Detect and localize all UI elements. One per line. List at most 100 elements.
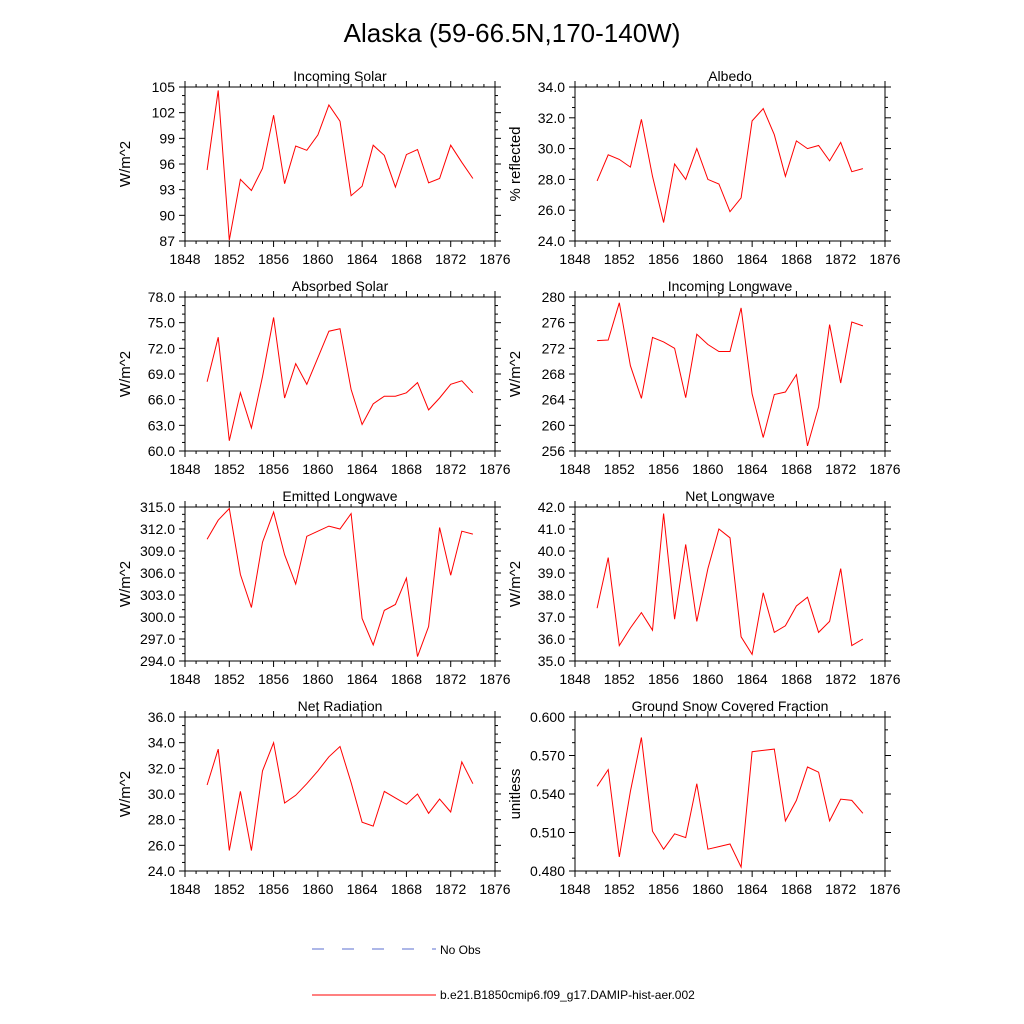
y-tick-label: 268: [542, 366, 566, 382]
y-tick-label: 306.0: [140, 565, 175, 581]
x-tick-label: 1864: [347, 251, 378, 267]
plot-frame: [184, 86, 496, 242]
y-tick-label: 24.0: [538, 233, 565, 249]
legend-obs-label: No Obs: [440, 943, 481, 957]
panel-title: Emitted Longwave: [282, 488, 397, 504]
x-tick-label: 1848: [559, 671, 590, 687]
x-tick-label: 1872: [435, 881, 466, 897]
x-tick-label: 1856: [648, 671, 679, 687]
x-tick-label: 1864: [737, 251, 768, 267]
x-tick-label: 1868: [781, 461, 812, 477]
x-tick-label: 1856: [648, 251, 679, 267]
panel-title: Absorbed Solar: [292, 278, 389, 294]
y-tick-label: 26.0: [538, 202, 565, 218]
x-tick-label: 1848: [169, 671, 200, 687]
x-tick-label: 1876: [479, 881, 510, 897]
y-tick-label: 90: [159, 207, 175, 223]
x-tick-label: 1860: [302, 671, 333, 687]
y-axis-label: W/m^2: [117, 141, 134, 187]
x-tick-label: 1868: [781, 881, 812, 897]
x-tick-label: 1872: [825, 881, 856, 897]
legend: No Obs b.e21.B1850cmip6.f09_g17.DAMIP-hi…: [312, 943, 695, 1002]
x-tick-label: 1856: [258, 881, 289, 897]
x-tick-label: 1852: [604, 251, 635, 267]
y-tick-label: 63.0: [148, 417, 175, 433]
y-tick-label: 0.600: [530, 709, 565, 725]
y-tick-label: 93: [159, 182, 175, 198]
x-tick-label: 1860: [692, 671, 723, 687]
legend-model-label: b.e21.B1850cmip6.f09_g17.DAMIP-hist-aer.…: [440, 988, 695, 1002]
x-tick-label: 1872: [435, 671, 466, 687]
x-tick-label: 1864: [347, 881, 378, 897]
x-tick-label: 1848: [169, 881, 200, 897]
x-tick-label: 1852: [604, 881, 635, 897]
x-tick-label: 1864: [737, 461, 768, 477]
panel-title: Incoming Longwave: [668, 278, 793, 294]
y-axis-label: W/m^2: [507, 351, 524, 397]
y-tick-label: 60.0: [148, 443, 175, 459]
y-tick-label: 264: [542, 392, 566, 408]
y-tick-label: 38.0: [538, 587, 565, 603]
y-tick-label: 96: [159, 156, 175, 172]
panel-5: Emitted Longwave W/m^2 1848 1852 1856 1860 186…: [117, 488, 511, 687]
x-tick-label: 1848: [559, 461, 590, 477]
plot-frame: [184, 506, 496, 662]
series-line: [206, 317, 474, 441]
series-line: [206, 507, 474, 657]
x-tick-label: 1860: [302, 461, 333, 477]
series-line: [206, 90, 474, 241]
x-tick-label: 1848: [559, 881, 590, 897]
x-tick-label: 1852: [604, 461, 635, 477]
x-tick-label: 1872: [825, 671, 856, 687]
x-tick-label: 1852: [214, 251, 245, 267]
panel-8: Ground Snow Covered Fraction unitless 1848…: [507, 698, 901, 897]
x-tick-label: 1868: [391, 881, 422, 897]
y-tick-label: 30.0: [148, 786, 175, 802]
x-tick-label: 1872: [825, 461, 856, 477]
y-axis-label: unitless: [507, 769, 524, 820]
y-tick-label: 312.0: [140, 521, 175, 537]
x-tick-label: 1868: [391, 671, 422, 687]
x-tick-label: 1860: [692, 251, 723, 267]
y-tick-label: 39.0: [538, 565, 565, 581]
series-line: [596, 737, 864, 869]
series-line: [597, 302, 864, 447]
y-axis-label: W/m^2: [117, 561, 134, 607]
y-tick-label: 0.480: [530, 863, 565, 879]
panel-2: Albedo % reflected 1848 1852 1856 1860 1864 186…: [507, 68, 901, 267]
x-tick-label: 1872: [825, 251, 856, 267]
y-tick-label: 260: [542, 417, 566, 433]
x-tick-label: 1856: [648, 461, 679, 477]
panels-grid: Incoming Solar W/m^2 1848 1852 1856 1860 1864 1…: [117, 68, 901, 897]
y-tick-label: 99: [159, 130, 175, 146]
y-tick-label: 78.0: [148, 289, 175, 305]
y-tick-label: 303.0: [140, 587, 175, 603]
x-tick-label: 1852: [214, 461, 245, 477]
x-tick-label: 1860: [302, 881, 333, 897]
x-tick-label: 1868: [391, 251, 422, 267]
y-tick-label: 36.0: [538, 631, 565, 647]
x-tick-label: 1856: [258, 251, 289, 267]
x-tick-label: 1864: [737, 881, 768, 897]
x-tick-label: 1848: [559, 251, 590, 267]
y-tick-label: 69.0: [148, 366, 175, 382]
plot-frame: [574, 716, 886, 872]
x-tick-label: 1856: [258, 461, 289, 477]
y-tick-label: 35.0: [538, 653, 565, 669]
y-tick-label: 294.0: [140, 653, 175, 669]
y-tick-label: 256: [542, 443, 566, 459]
x-tick-label: 1860: [692, 881, 723, 897]
panel-3: Absorbed Solar W/m^2 1848 1852 1856 1860 1864 1…: [117, 278, 511, 477]
plot-frame: [574, 86, 886, 242]
panel-title: Net Radiation: [298, 698, 383, 714]
y-tick-label: 0.510: [530, 825, 565, 841]
y-tick-label: 34.0: [148, 735, 175, 751]
y-tick-label: 34.0: [538, 79, 565, 95]
panel-1: Incoming Solar W/m^2 1848 1852 1856 1860 1864 1…: [117, 68, 511, 267]
x-tick-label: 1876: [869, 881, 900, 897]
y-tick-label: 40.0: [538, 543, 565, 559]
y-tick-label: 0.540: [530, 786, 565, 802]
y-tick-label: 105: [152, 79, 176, 95]
y-tick-label: 32.0: [148, 760, 175, 776]
y-axis-label: W/m^2: [117, 771, 134, 817]
